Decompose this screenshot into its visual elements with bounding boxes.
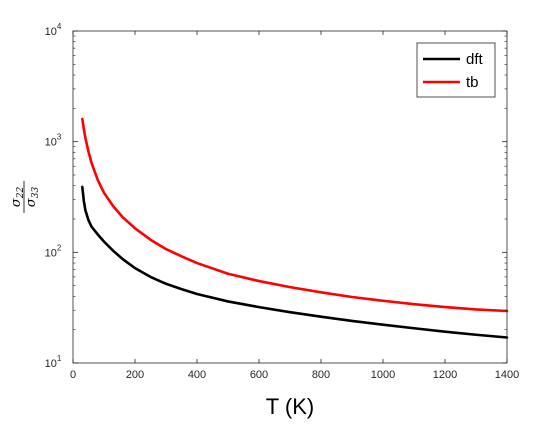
y-axis-label: σ22 σ33 <box>9 181 41 213</box>
axes-box <box>72 30 508 364</box>
series-line-tb <box>81 117 509 313</box>
legend-label-dft: dft <box>466 51 484 68</box>
x-tick-label: 1200 <box>433 369 457 381</box>
legend-label-tb: tb <box>466 74 479 91</box>
x-axis-label: T (K) <box>266 394 314 419</box>
x-tick-label: 600 <box>250 369 268 381</box>
y-tick-label: 103 <box>45 133 62 149</box>
legend: dft tb <box>416 42 496 98</box>
y-tick-label: 104 <box>45 22 62 38</box>
x-tick-label: 200 <box>126 369 144 381</box>
series-line-dft <box>81 185 509 339</box>
y-label-numerator: σ22 <box>9 187 26 208</box>
y-tick-label: 102 <box>45 243 62 259</box>
x-tick-label: 400 <box>188 369 206 381</box>
y-label-denominator: σ33 <box>24 187 41 208</box>
x-tick-label: 800 <box>312 369 330 381</box>
ticks-layer: 0 200 400 600 800 1000 1200 1400 101 102 103 104 <box>45 22 520 381</box>
legend-box <box>416 42 496 98</box>
x-tick-label: 0 <box>70 369 76 381</box>
series-layer <box>81 117 509 339</box>
x-tick-label: 1400 <box>495 369 519 381</box>
x-tick-label: 1000 <box>371 369 395 381</box>
y-tick-label: 101 <box>45 354 62 370</box>
